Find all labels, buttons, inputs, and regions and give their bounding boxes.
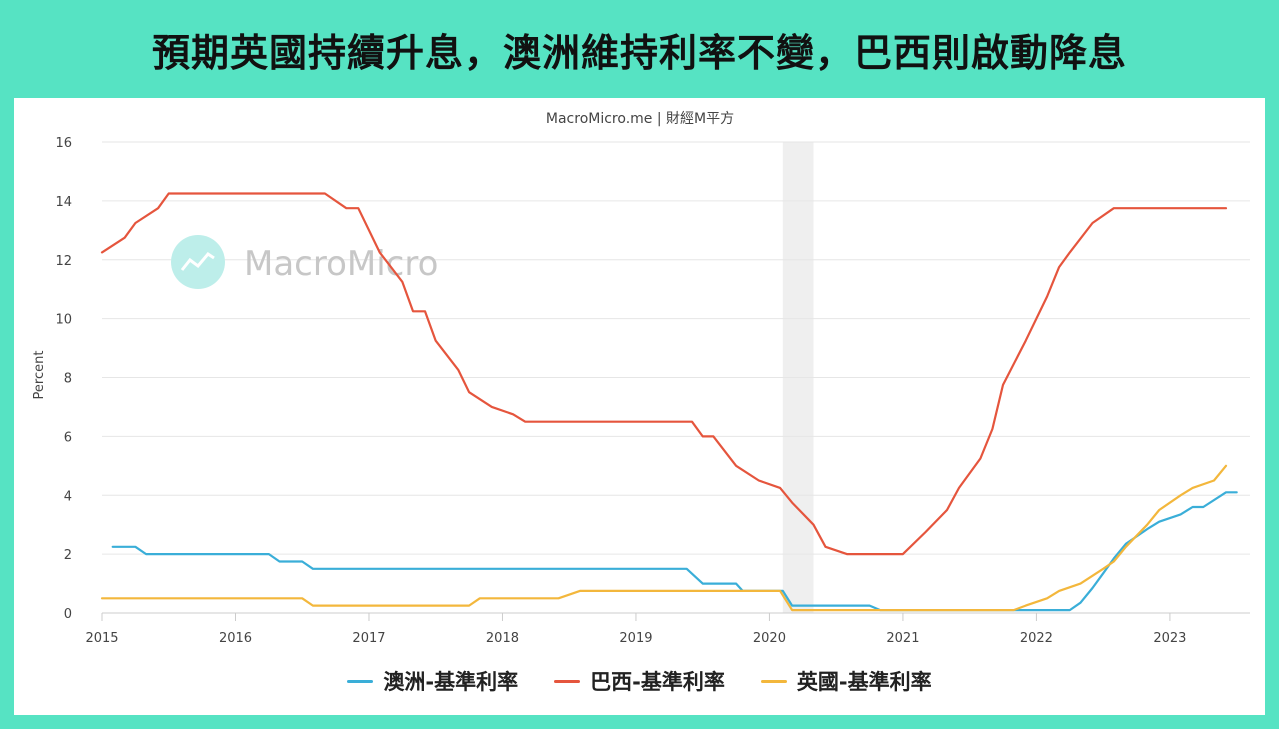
y-tick-label: 16	[55, 136, 72, 151]
gridlines	[102, 141, 1250, 614]
legend-item-brazil[interactable]: 巴西-基準利率	[554, 666, 725, 696]
series-line-australia	[111, 491, 1238, 612]
legend-swatch-australia	[347, 679, 374, 683]
x-tick-label: 2023	[1153, 631, 1186, 646]
series-lines	[100, 192, 1238, 612]
x-tick-label: 2015	[85, 631, 118, 646]
x-tick-label: 2020	[753, 631, 786, 646]
legend-label-uk: 英國-基準利率	[796, 670, 932, 694]
line-chart: MacroMicro MacroMicro.me | 財經M平方 Percent…	[32, 111, 1250, 646]
y-tick-label: 12	[55, 254, 72, 269]
y-axis-label: Percent	[32, 351, 47, 400]
y-tick-label: 8	[64, 372, 72, 387]
y-tick-label: 4	[64, 489, 72, 504]
x-tick-label: 2017	[352, 631, 385, 646]
chart-source: MacroMicro.me | 財經M平方	[546, 111, 734, 127]
series-line-brazil	[100, 192, 1228, 556]
x-axis-ticks: 2015 2016 2017 2018 2019 2020 2021 2022 2023	[85, 613, 1186, 646]
page-title: 預期英國持續升息，澳洲維持利率不變，巴西則啟動降息	[151, 30, 1127, 75]
watermark-text: MacroMicro	[244, 244, 438, 284]
y-tick-label: 10	[55, 313, 72, 328]
x-tick-label: 2022	[1020, 631, 1053, 646]
y-tick-label: 2	[64, 548, 72, 563]
y-tick-label: 14	[55, 195, 72, 210]
header: 預期英國持續升息，澳洲維持利率不變，巴西則啟動降息	[0, 0, 1279, 98]
y-tick-label: 6	[64, 430, 72, 445]
x-tick-label: 2018	[486, 631, 519, 646]
watermark: MacroMicro	[171, 235, 438, 289]
legend-label-australia: 澳洲-基準利率	[383, 670, 519, 694]
series-line-uk	[100, 464, 1228, 612]
x-tick-label: 2021	[886, 631, 919, 646]
x-tick-label: 2016	[219, 631, 252, 646]
legend-item-australia[interactable]: 澳洲-基準利率	[347, 666, 518, 696]
y-axis-ticks: 0 2 4 6 8 10 12 14 16	[55, 136, 72, 622]
chart-panel: MacroMicro MacroMicro.me | 財經M平方 Percent…	[14, 98, 1265, 715]
logo-trend-icon	[180, 252, 215, 271]
legend: 澳洲-基準利率 巴西-基準利率 英國-基準利率	[14, 663, 1265, 699]
legend-label-brazil: 巴西-基準利率	[590, 670, 725, 694]
legend-swatch-uk	[760, 679, 787, 683]
macromicro-logo-icon	[171, 235, 225, 289]
legend-swatch-brazil	[554, 679, 581, 683]
legend-item-uk[interactable]: 英國-基準利率	[760, 666, 932, 696]
x-tick-label: 2019	[619, 631, 652, 646]
y-tick-label: 0	[64, 607, 72, 622]
